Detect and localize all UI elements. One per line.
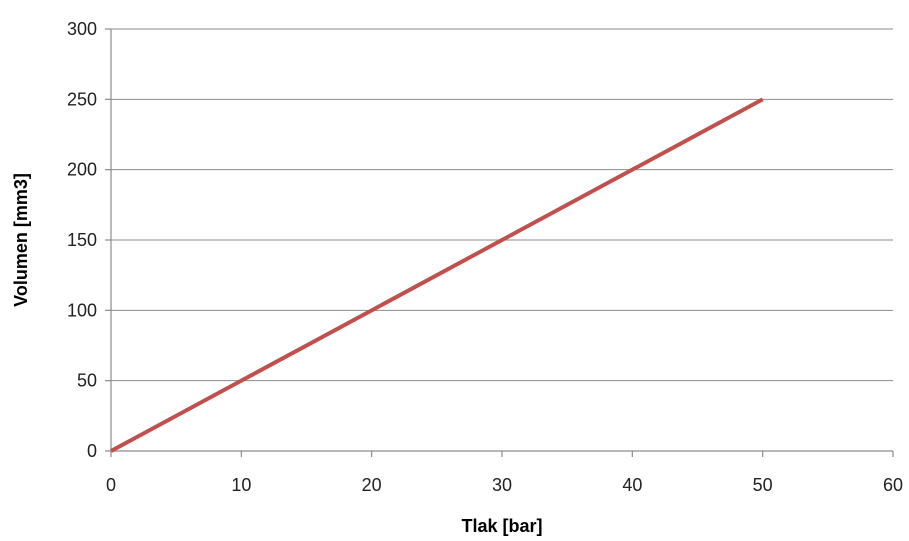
- axes: [105, 28, 894, 457]
- y-tick-label-0: 0: [87, 441, 97, 461]
- gridlines: [111, 28, 893, 382]
- series-line-0: [110, 97, 764, 453]
- y-tick-labels: 0 50 100 150 200 250 300: [67, 19, 97, 461]
- x-tick-label-40: 40: [622, 475, 642, 495]
- x-tick-label-30: 30: [492, 475, 512, 495]
- y-tick-label-50: 50: [77, 371, 97, 391]
- x-tick-label-10: 10: [231, 475, 251, 495]
- y-tick-label-150: 150: [67, 230, 97, 250]
- x-tick-label-0: 0: [106, 475, 116, 495]
- y-axis-title: Volumen [mm3]: [11, 173, 31, 307]
- x-tick-label-60: 60: [883, 475, 903, 495]
- x-tick-labels: 0 10 20 30 40 50 60: [106, 475, 903, 495]
- y-tick-label-100: 100: [67, 300, 97, 320]
- y-tick-label-300: 300: [67, 19, 97, 39]
- y-tick-label-200: 200: [67, 160, 97, 180]
- x-tick-label-20: 20: [362, 475, 382, 495]
- x-tick-label-50: 50: [753, 475, 773, 495]
- series-group: [110, 97, 764, 453]
- x-axis-title: Tlak [bar]: [461, 516, 542, 536]
- y-tick-label-250: 250: [67, 89, 97, 109]
